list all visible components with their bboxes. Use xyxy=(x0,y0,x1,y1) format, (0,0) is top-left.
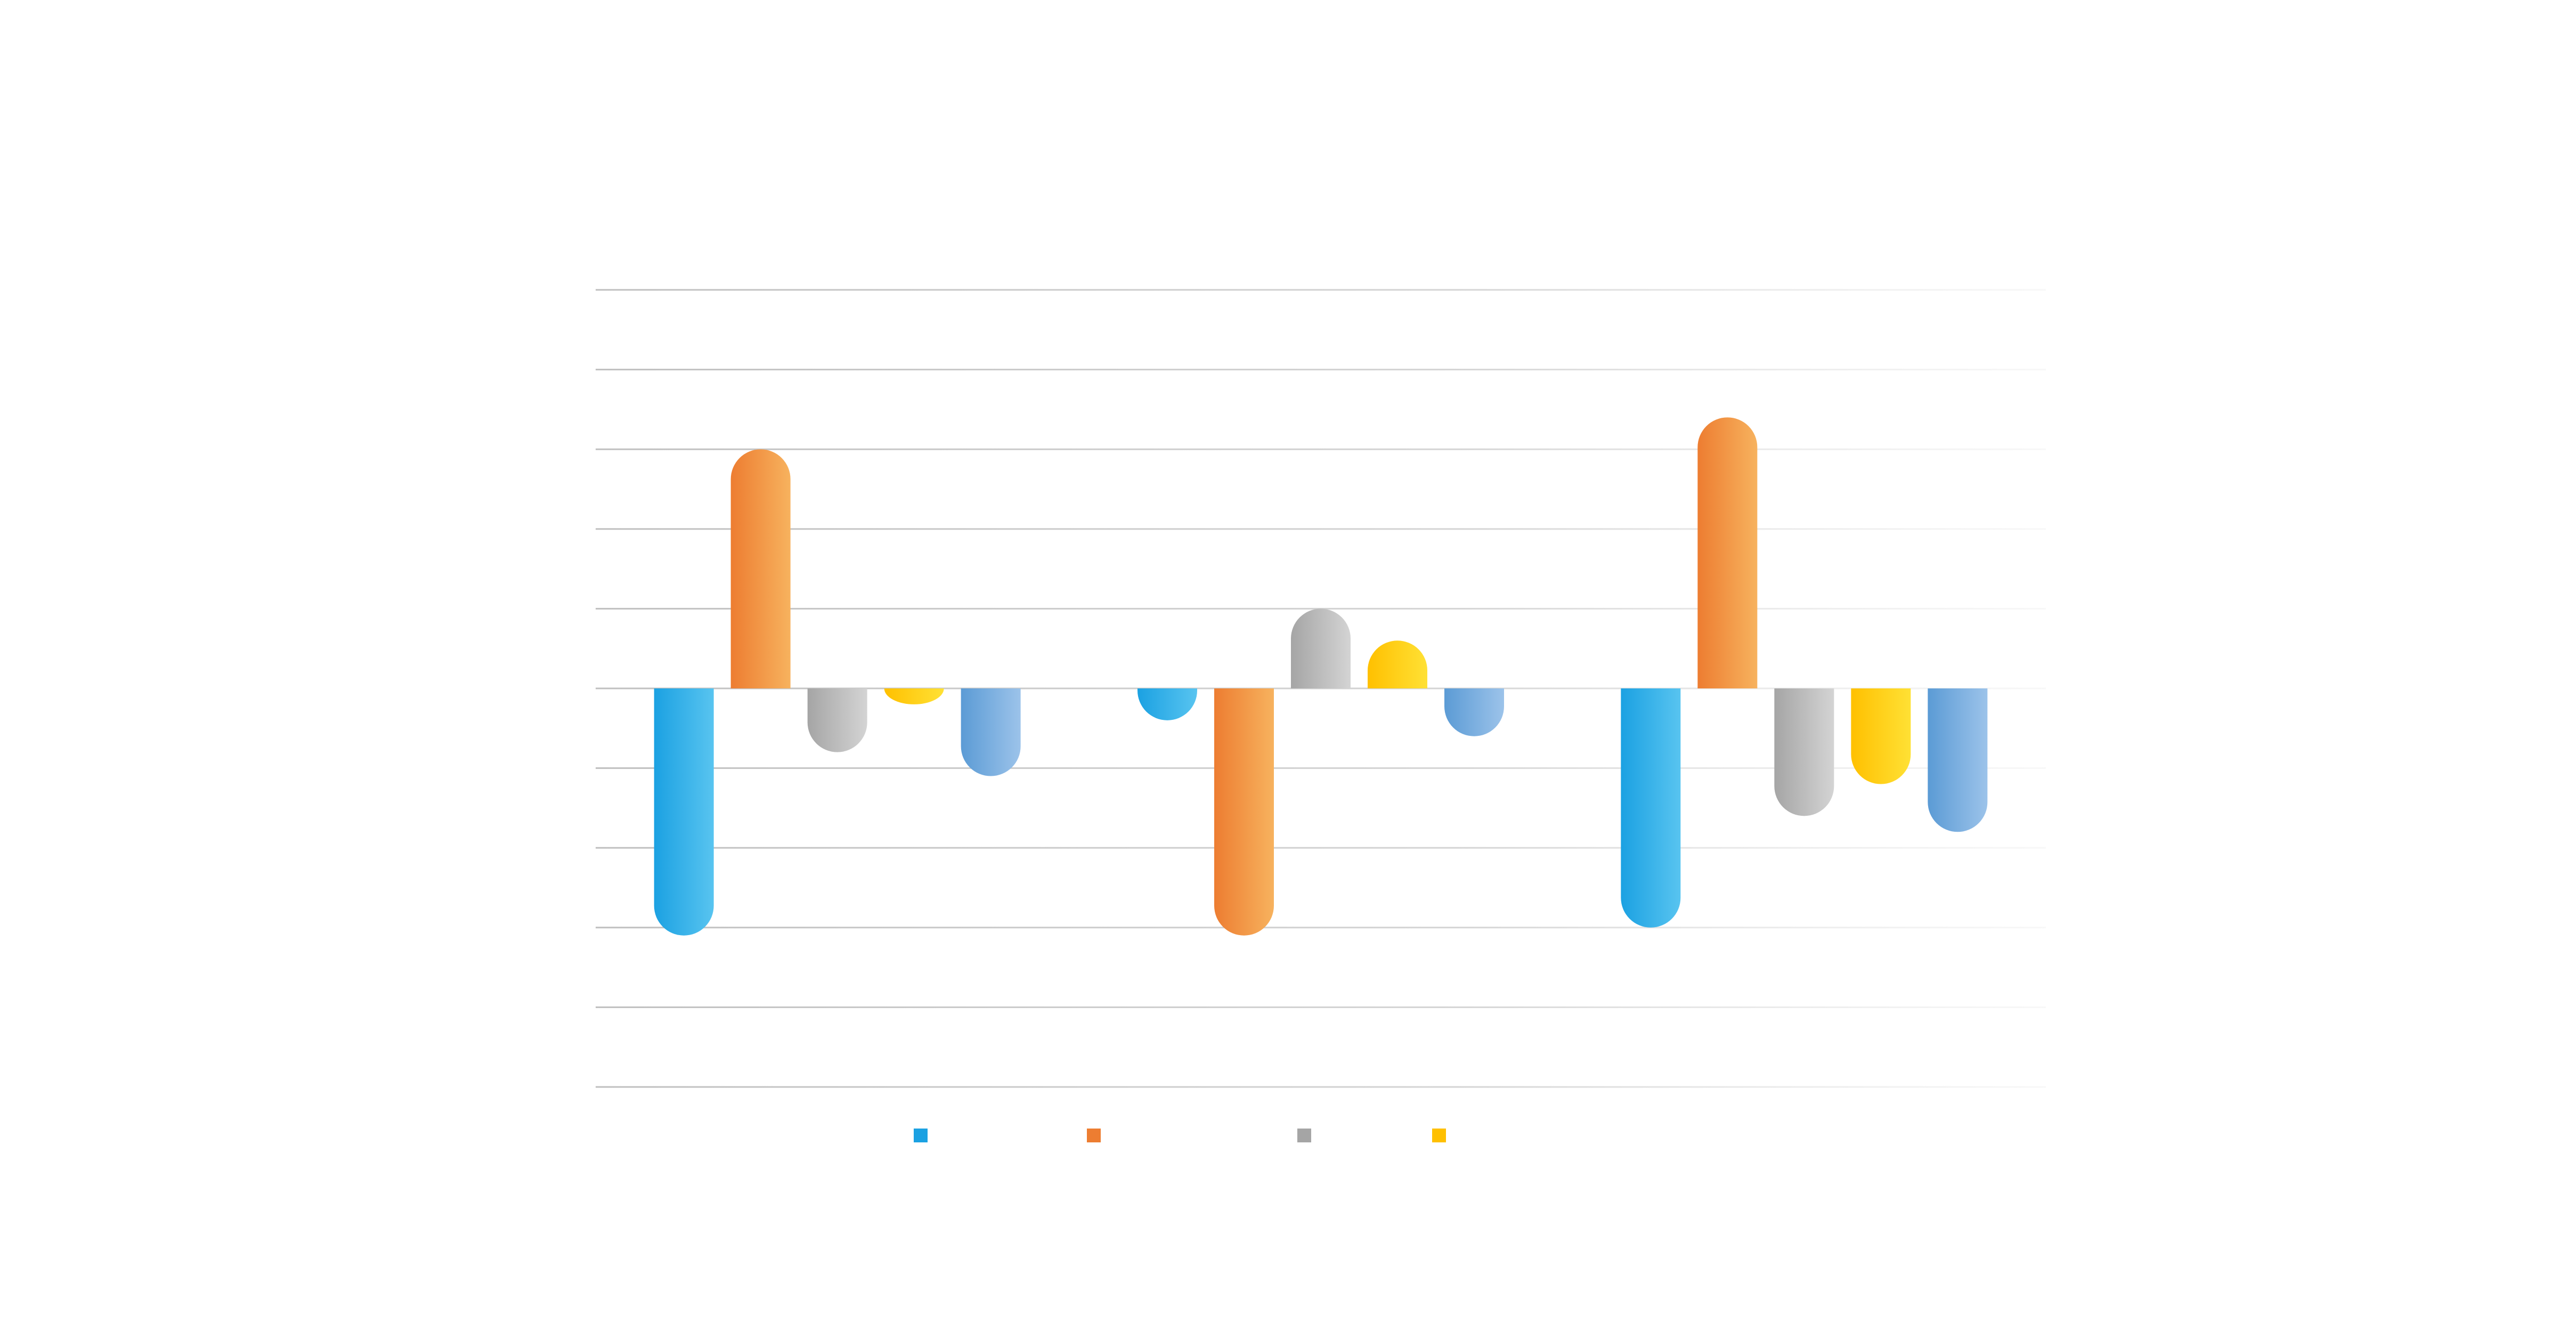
bar xyxy=(1291,608,1351,688)
bar xyxy=(1697,417,1758,688)
bars xyxy=(654,417,1988,936)
bar xyxy=(1214,688,1274,936)
bar xyxy=(961,688,1021,776)
bar xyxy=(884,688,944,704)
gridline xyxy=(596,448,2046,450)
legend-swatch xyxy=(1297,1129,1311,1142)
bar xyxy=(654,688,714,936)
gridline xyxy=(596,369,2046,371)
bar xyxy=(1621,688,1681,928)
bar xyxy=(730,449,791,688)
bar xyxy=(1774,688,1834,816)
legend xyxy=(914,1129,1446,1142)
gridline xyxy=(596,847,2046,849)
gridline xyxy=(596,927,2046,929)
gridline xyxy=(596,767,2046,769)
bar xyxy=(1851,688,1911,784)
bar xyxy=(1444,688,1504,736)
legend-swatch xyxy=(914,1129,928,1142)
bar xyxy=(807,688,867,752)
gridline xyxy=(596,1006,2046,1008)
gridline xyxy=(596,1086,2046,1088)
gridline xyxy=(596,289,2046,291)
bar xyxy=(1137,688,1197,720)
bar xyxy=(1368,640,1427,688)
gridline xyxy=(596,607,2046,610)
legend-swatch xyxy=(1432,1129,1446,1142)
gridline xyxy=(596,528,2046,530)
bar xyxy=(1928,688,1988,832)
legend-swatch xyxy=(1087,1129,1101,1142)
